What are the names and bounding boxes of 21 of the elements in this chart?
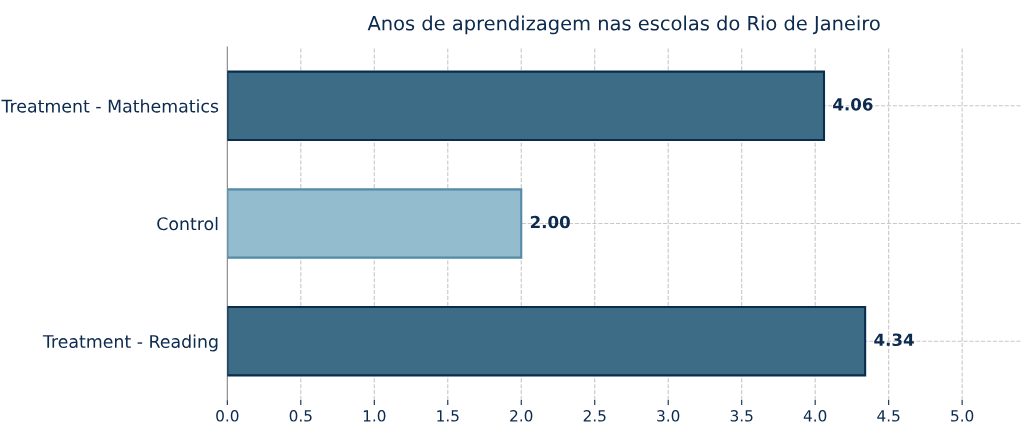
y-tick-label: Treatment - Mathematics (1, 99, 219, 113)
x-tick-label: 1.5 (437, 410, 459, 422)
x-tick-label: 0.0 (216, 410, 239, 422)
data-label: 4.34 (874, 333, 914, 347)
x-tick-label: 4.0 (803, 410, 827, 422)
x-tick-label: 4.5 (877, 410, 900, 422)
data-label: 4.06 (833, 98, 873, 111)
data-label: 2.00 (530, 215, 570, 229)
x-tick-label: 2.0 (510, 410, 533, 422)
x-tick-label: 0.5 (289, 410, 312, 422)
x-tick-label: 2.5 (583, 410, 606, 422)
chart-title: Anos de aprendizagem nas escolas do Rio de Janeiro (367, 15, 880, 35)
x-tick-label: 1.0 (363, 410, 386, 422)
x-tick-label: 3.5 (730, 410, 753, 422)
bar (227, 70, 826, 141)
x-tick-label: 5.0 (951, 410, 974, 422)
x-tick-label: 3.0 (657, 410, 680, 422)
y-tick-label: Control (157, 216, 218, 231)
bar (227, 188, 523, 259)
bar (227, 306, 867, 377)
y-tick-label: Treatment - Reading (42, 334, 218, 352)
